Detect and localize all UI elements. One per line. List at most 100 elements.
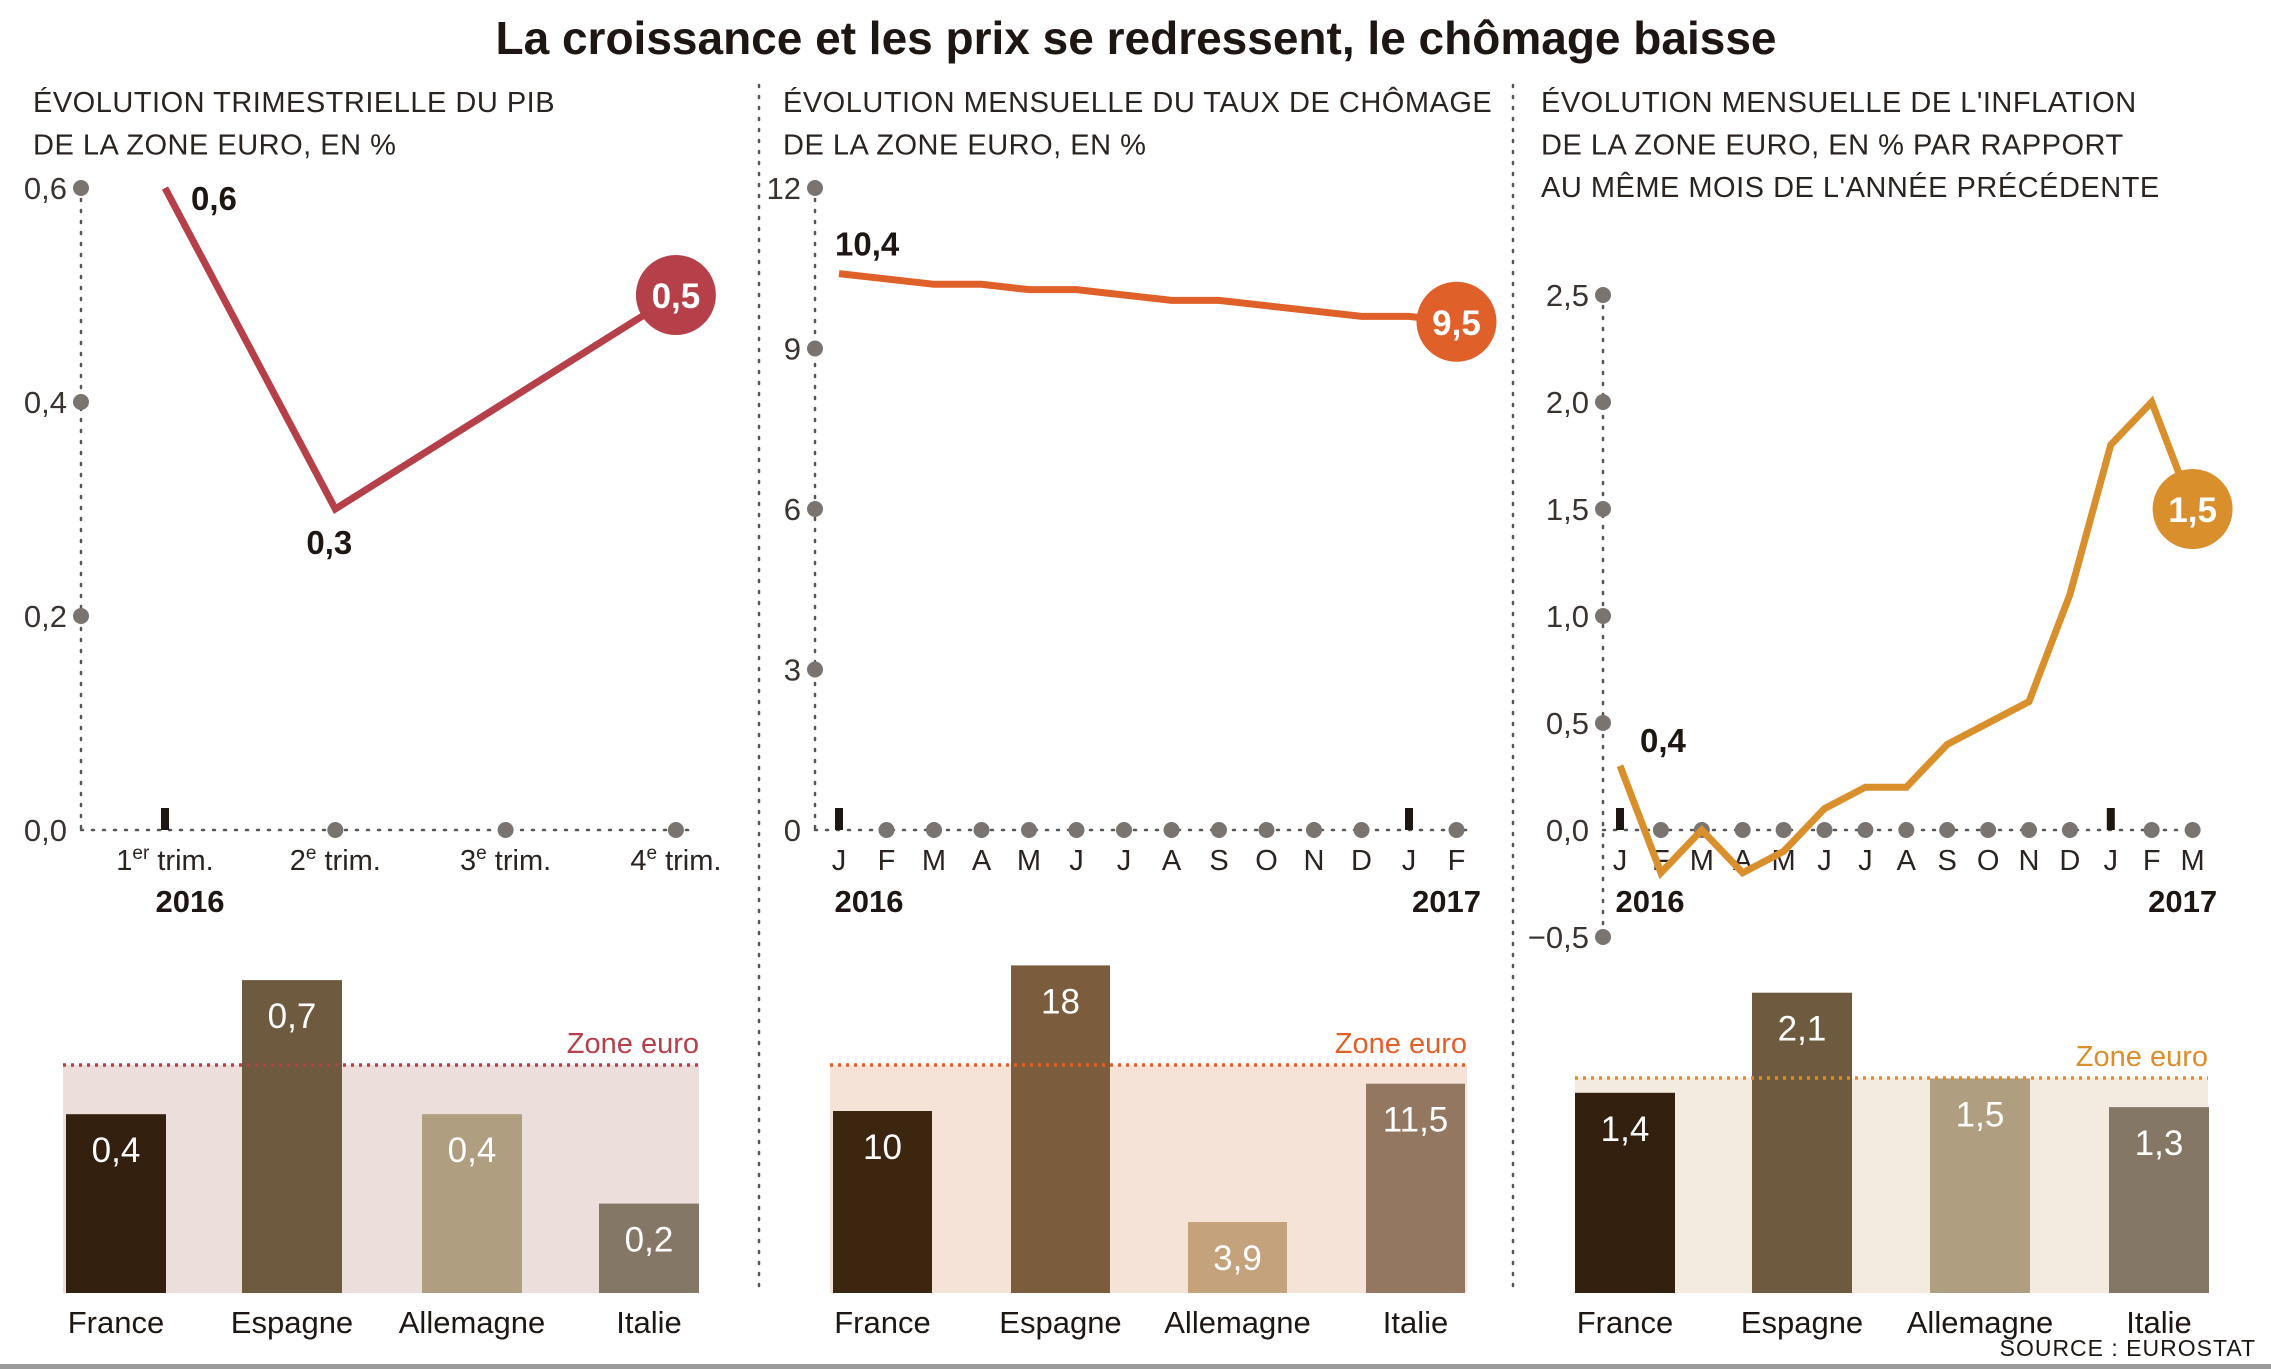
panel-subtitle: DE LA ZONE EURO, EN % bbox=[33, 130, 396, 162]
x-tick-label: 4e trim. bbox=[630, 843, 721, 877]
x-tick-dot bbox=[1939, 822, 1956, 838]
y-tick-label: 1,0 bbox=[1546, 599, 1589, 634]
bar-category-label: France bbox=[1577, 1305, 1673, 1340]
x-tick-label: J bbox=[2104, 845, 2119, 877]
x-tick-dot bbox=[1163, 822, 1180, 838]
y-tick-label: 0,2 bbox=[24, 599, 67, 634]
end-value-bubble bbox=[1416, 281, 1497, 362]
bar-value-label: 18 bbox=[1041, 982, 1080, 1021]
bar-value-label: 11,5 bbox=[1383, 1101, 1449, 1140]
bar-value-label: 0,4 bbox=[448, 1131, 497, 1170]
bar-category-label: Espagne bbox=[231, 1305, 353, 1340]
bar-value-label: 1,4 bbox=[1601, 1110, 1650, 1149]
x-tick-label: J bbox=[1817, 845, 1832, 877]
x-tick-dot bbox=[497, 822, 514, 838]
x-tick-dot bbox=[1734, 822, 1751, 838]
year-label: 2017 bbox=[1412, 884, 1481, 919]
x-tick-label: S bbox=[1938, 845, 1957, 877]
x-tick-label: O bbox=[1255, 845, 1278, 877]
y-tick-label: 2,0 bbox=[1546, 385, 1589, 420]
y-tick-label: 0 bbox=[784, 813, 801, 848]
x-tick-label: S bbox=[1209, 845, 1228, 877]
data-line bbox=[1616, 395, 2196, 880]
point-label: 10,4 bbox=[835, 226, 900, 263]
x-tick-dot bbox=[1816, 822, 1833, 838]
bar-category-label: Allemagne bbox=[399, 1305, 545, 1340]
bar-value-label: 2,1 bbox=[1778, 1010, 1827, 1049]
bar-category-label: Allemagne bbox=[1164, 1305, 1310, 1340]
reference-label: Zone euro bbox=[567, 1028, 699, 1060]
x-tick-dot bbox=[2184, 822, 2201, 838]
y-tick-dot bbox=[1595, 929, 1611, 945]
x-tick-dot bbox=[1448, 822, 1465, 838]
x-tick-dot bbox=[2061, 822, 2078, 838]
x-tick-label: N bbox=[1304, 845, 1325, 877]
year-label: 2017 bbox=[2148, 884, 2217, 919]
panel-subtitle: DE LA ZONE EURO, EN % PAR RAPPORT bbox=[1541, 130, 2124, 162]
y-tick-dot bbox=[807, 501, 823, 517]
x-tick-label: M bbox=[1017, 845, 1041, 877]
bar-allemagne bbox=[1930, 1078, 2030, 1293]
year-start-marker bbox=[1616, 808, 1624, 830]
x-tick-label: A bbox=[1897, 845, 1917, 877]
x-tick-dot bbox=[1306, 822, 1322, 838]
y-tick-dot bbox=[73, 394, 89, 410]
bar-espagne bbox=[1752, 992, 1852, 1293]
y-tick-dot bbox=[73, 608, 89, 624]
y-tick-dot bbox=[1595, 394, 1611, 410]
x-tick-label: F bbox=[1448, 845, 1466, 877]
x-tick-dot bbox=[1021, 822, 1037, 838]
x-tick-dot bbox=[1353, 822, 1370, 838]
x-tick-label: A bbox=[972, 845, 992, 877]
y-tick-label: 6 bbox=[784, 492, 801, 527]
year-label: 2016 bbox=[835, 884, 904, 919]
panel-subtitle: ÉVOLUTION MENSUELLE DU TAUX DE CHÔMAGE bbox=[783, 85, 1492, 119]
y-tick-dot bbox=[1595, 608, 1611, 624]
y-tick-label: 0,6 bbox=[24, 171, 67, 206]
x-tick-label: J bbox=[1069, 845, 1084, 877]
point-label: 0,3 bbox=[306, 524, 352, 561]
y-tick-dot bbox=[73, 180, 89, 196]
y-tick-dot bbox=[1595, 501, 1611, 517]
y-tick-label: −0,5 bbox=[1528, 920, 1589, 955]
year-start-marker bbox=[1405, 808, 1413, 830]
bottom-rule bbox=[0, 1364, 2271, 1369]
bar-value-label: 0,4 bbox=[92, 1131, 141, 1170]
bar-value-label: 10 bbox=[863, 1128, 902, 1167]
end-value-label: 9,5 bbox=[1432, 304, 1481, 343]
panel-subtitle: ÉVOLUTION TRIMESTRIELLE DU PIB bbox=[33, 86, 555, 119]
bar-value-label: 1,5 bbox=[1956, 1096, 2005, 1135]
x-tick-dot bbox=[667, 822, 684, 838]
x-tick-dot bbox=[1258, 822, 1275, 838]
y-tick-label: 0,0 bbox=[24, 813, 67, 848]
reference-band bbox=[1575, 1078, 2208, 1293]
bar-france bbox=[833, 1111, 932, 1293]
reference-band bbox=[63, 1065, 699, 1293]
bar-category-label: Allemagne bbox=[1907, 1305, 2053, 1340]
x-tick-dot bbox=[926, 822, 942, 838]
bar-espagne bbox=[242, 980, 342, 1293]
panel-subtitle: AU MÊME MOIS DE L'ANNÉE PRÉCÉDENTE bbox=[1541, 171, 2160, 204]
year-start-marker bbox=[161, 808, 169, 830]
x-tick-dot bbox=[1898, 822, 1915, 838]
bar-category-label: Italie bbox=[1383, 1305, 1448, 1340]
main-title: La croissance et les prix se redressent,… bbox=[496, 12, 1777, 64]
y-tick-label: 0,4 bbox=[24, 385, 67, 420]
x-tick-dot bbox=[327, 822, 344, 838]
x-tick-dot bbox=[2021, 822, 2037, 838]
x-tick-dot bbox=[878, 822, 895, 838]
x-tick-label: M bbox=[922, 845, 946, 877]
x-tick-label: 2e trim. bbox=[290, 843, 381, 877]
x-tick-dot bbox=[1775, 822, 1792, 838]
y-tick-label: 2,5 bbox=[1546, 278, 1589, 313]
y-tick-dot bbox=[807, 340, 823, 357]
bar-chart-3: 1,4 France 2,1 Espagne 1,5 Allemagne 1,3 Italie… bbox=[1575, 992, 2209, 1340]
y-tick-label: 1,5 bbox=[1546, 492, 1589, 527]
end-value-label: 1,5 bbox=[2168, 491, 2217, 530]
x-tick-dot bbox=[1068, 822, 1085, 838]
panel-subtitle: DE LA ZONE EURO, EN % bbox=[783, 130, 1146, 162]
y-tick-dot bbox=[807, 180, 823, 196]
bar-italie bbox=[1366, 1083, 1465, 1293]
bar-value-label: 0,2 bbox=[625, 1221, 674, 1260]
